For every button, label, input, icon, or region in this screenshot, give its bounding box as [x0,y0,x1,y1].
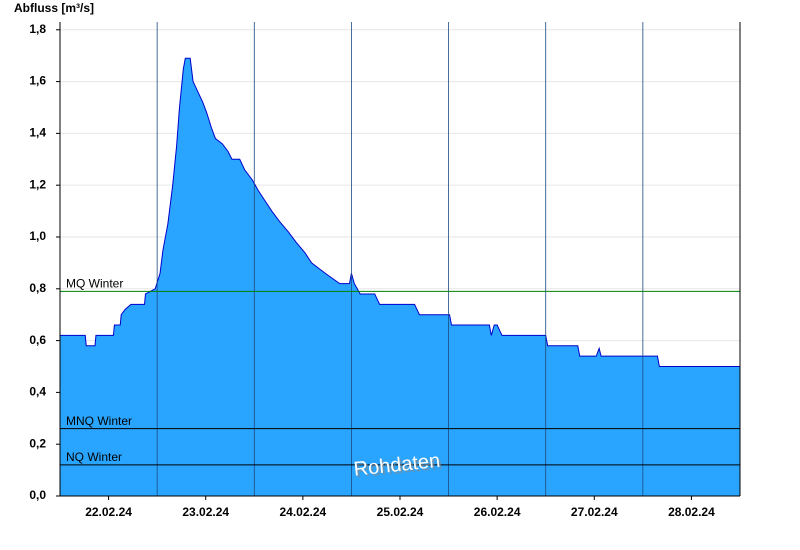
y-tick-label: 0,8 [29,281,46,295]
x-tick-label: 24.02.24 [279,505,326,519]
x-tick-label: 28.02.24 [668,505,715,519]
y-tick-label: 0,4 [29,385,46,399]
reference-label: MNQ Winter [66,414,132,428]
y-tick-label: 0,2 [29,436,46,450]
y-tick-label: 1,4 [29,126,46,140]
x-tick-label: 25.02.24 [377,505,424,519]
x-tick-label: 26.02.24 [474,505,521,519]
x-tick-label: 22.02.24 [85,505,132,519]
x-tick-label: 27.02.24 [571,505,618,519]
y-tick-label: 1,0 [29,229,46,243]
area-fill [60,58,740,496]
reference-label: NQ Winter [66,450,122,464]
y-tick-label: 1,8 [29,22,46,36]
y-tick-label: 0,6 [29,333,46,347]
x-tick-label: 23.02.24 [182,505,229,519]
area-line [60,57,740,367]
y-tick-label: 1,6 [29,74,46,88]
y-tick-label: 1,2 [29,177,46,191]
y-tick-label: 0,0 [29,488,46,502]
reference-label: MQ Winter [66,277,123,291]
y-axis-title: Abfluss [m³/s] [14,1,94,15]
